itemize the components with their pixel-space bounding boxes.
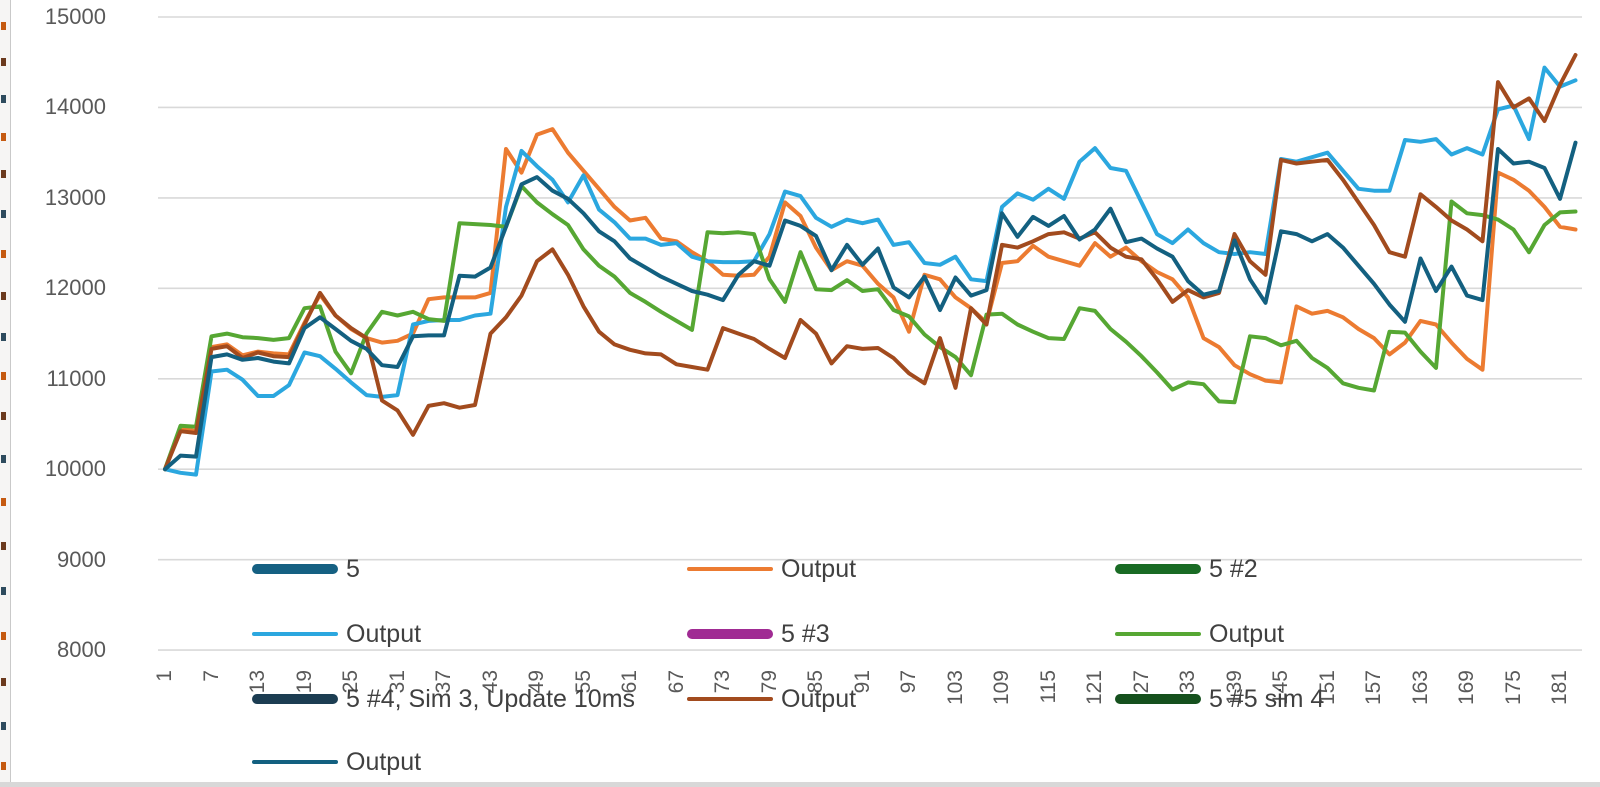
series-line-output-2[interactable] [163, 65, 1578, 477]
x-axis-label: 175 [1502, 670, 1525, 706]
edge-fragment [1, 372, 6, 380]
legend-label: 5 #5 sim 4 [1209, 684, 1325, 713]
edge-fragment [1, 722, 6, 730]
legend-label: 5 #3 [781, 619, 830, 648]
y-axis-label: 13000 [44, 185, 106, 210]
legend-item[interactable]: Output [1115, 619, 1285, 648]
y-axis-label: 9000 [57, 547, 106, 572]
legend-key-line [1115, 564, 1201, 574]
legend-label: Output [781, 554, 857, 583]
edge-fragment [1, 170, 6, 178]
legend-item[interactable]: 5 #5 sim 4 [1115, 684, 1325, 713]
edge-fragment [1, 333, 6, 341]
legend-label: 5 [346, 554, 360, 583]
legend-label: Output [346, 619, 422, 648]
legend-item[interactable]: Output [252, 619, 422, 648]
legend-label: 5 #4, Sim 3, Update 10ms [346, 684, 636, 713]
x-axis-label: 109 [990, 670, 1013, 706]
x-axis-label: 103 [944, 670, 967, 706]
edge-fragment [1, 292, 6, 300]
edge-fragment [1, 632, 6, 640]
x-axis-label: 121 [1083, 670, 1106, 706]
y-axis-label: 11000 [46, 366, 106, 391]
legend-item[interactable]: Output [687, 684, 857, 713]
legend-key-line [687, 697, 773, 701]
edge-fragment [1, 455, 6, 463]
bottom-gray-band [0, 782, 1600, 787]
edge-fragment [1, 762, 6, 770]
y-axis-label: 8000 [57, 637, 106, 662]
x-axis-label: 181 [1548, 670, 1571, 706]
y-axis-label: 10000 [44, 456, 106, 481]
edge-fragment [1, 210, 6, 218]
series-line-output-3[interactable] [163, 184, 1578, 472]
edge-fragment [1, 498, 6, 506]
x-axis-label: 67 [665, 670, 688, 694]
series-line-output-1[interactable] [163, 127, 1578, 472]
edge-fragment [1, 678, 6, 686]
legend-key-line [252, 694, 338, 704]
x-axis-label: 97 [897, 670, 920, 694]
legend-label: Output [1209, 619, 1285, 648]
legend-key-line [252, 632, 338, 636]
left-edge-artifact [0, 0, 11, 787]
y-axis-label: 12000 [44, 275, 106, 300]
edge-fragment [1, 95, 6, 103]
series-line-output-5[interactable] [163, 140, 1578, 472]
x-axis-label: 157 [1362, 670, 1385, 706]
legend-item[interactable]: 5 #4, Sim 3, Update 10ms [252, 684, 636, 713]
x-axis-label: 169 [1455, 670, 1478, 706]
legend-label: 5 #2 [1209, 554, 1258, 583]
legend-label: Output [781, 684, 857, 713]
legend-key-line [687, 567, 773, 571]
legend-label: Output [346, 747, 422, 776]
x-axis-label: 115 [1037, 670, 1060, 704]
edge-fragment [1, 542, 6, 550]
edge-fragment [1, 22, 6, 30]
x-axis-label: 1 [153, 670, 176, 682]
legend-item[interactable]: 5 [252, 554, 360, 583]
legend-key-line [1115, 694, 1201, 704]
edge-fragment [1, 250, 6, 258]
legend-item[interactable]: 5 #3 [687, 619, 830, 648]
series-line-output-4[interactable] [163, 53, 1578, 472]
y-axis-label: 14000 [44, 94, 106, 119]
edge-fragment [1, 412, 6, 420]
edge-fragment [1, 58, 6, 66]
legend-item[interactable]: Output [687, 554, 857, 583]
x-axis-label: 163 [1409, 670, 1432, 706]
edge-fragment [1, 133, 6, 141]
legend-item[interactable]: Output [252, 747, 422, 776]
legend-key-line [252, 564, 338, 574]
legend-key-line [252, 760, 338, 764]
legend-key-line [1115, 632, 1201, 636]
legend-key-line [687, 629, 773, 639]
edge-fragment [1, 587, 6, 595]
legend-item[interactable]: 5 #2 [1115, 554, 1258, 583]
y-axis-label: 15000 [44, 4, 106, 29]
x-axis-label: 7 [200, 670, 223, 682]
